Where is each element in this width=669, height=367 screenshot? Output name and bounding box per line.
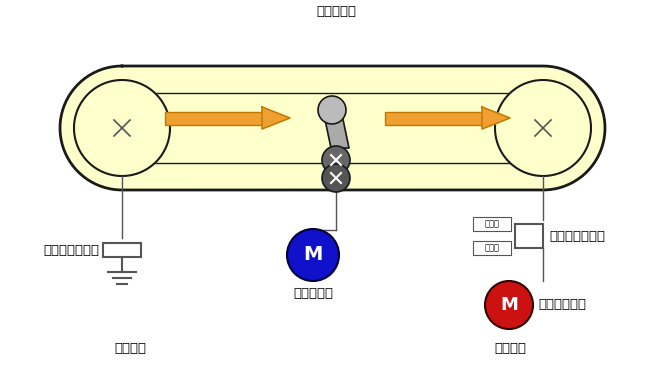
- Circle shape: [287, 229, 339, 281]
- Text: 入力側: 入力側: [484, 243, 500, 252]
- Circle shape: [322, 146, 350, 174]
- Bar: [103, 243, 141, 257]
- Circle shape: [322, 164, 350, 192]
- Text: 送りモータ: 送りモータ: [293, 287, 333, 300]
- Bar: [385, 112, 482, 124]
- Text: パウダクラッチ: パウダクラッチ: [549, 229, 605, 243]
- Polygon shape: [74, 80, 170, 176]
- Circle shape: [318, 96, 346, 124]
- Text: パウダブレーキ: パウダブレーキ: [43, 243, 99, 257]
- Bar: [165, 112, 262, 124]
- Polygon shape: [323, 110, 349, 148]
- Text: 送りロール: 送りロール: [316, 5, 356, 18]
- Polygon shape: [262, 107, 290, 129]
- Polygon shape: [60, 66, 605, 190]
- Polygon shape: [482, 107, 510, 129]
- Text: 巻出し部: 巻出し部: [114, 342, 146, 355]
- Text: 巻取りモータ: 巻取りモータ: [538, 298, 586, 312]
- Bar: [473, 241, 511, 255]
- Text: 巻取り部: 巻取り部: [494, 342, 526, 355]
- Polygon shape: [495, 80, 591, 176]
- Circle shape: [485, 281, 533, 329]
- Text: 出力側: 出力側: [484, 219, 500, 229]
- Text: M: M: [303, 246, 322, 265]
- Bar: [473, 217, 511, 231]
- Text: M: M: [500, 296, 518, 314]
